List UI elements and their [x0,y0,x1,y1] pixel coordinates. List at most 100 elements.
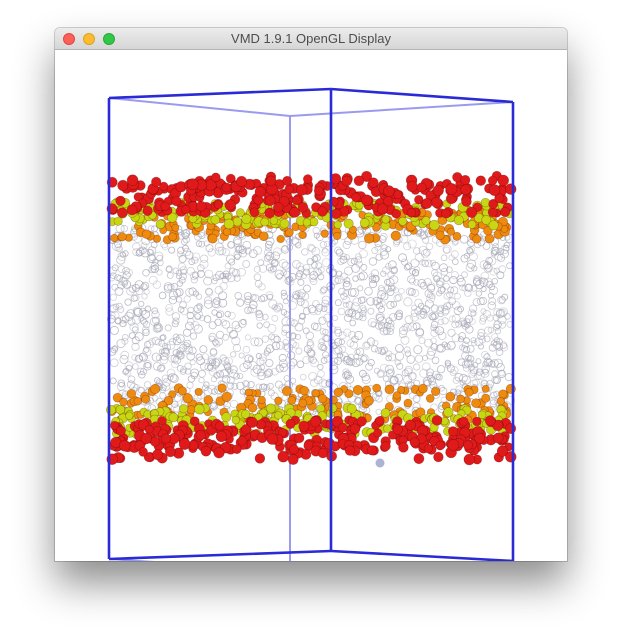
water-molecule [248,304,258,314]
phosphate-atom [445,391,456,402]
water-molecule [284,277,292,285]
water-molecule [249,300,258,310]
oxygen-atom [133,192,143,202]
oxygen-atom [500,206,511,218]
oxygen-atom [221,182,232,193]
water-molecule [265,344,275,353]
water-molecule [243,360,252,370]
phosphate-atom [397,385,406,394]
oxygen-atom [432,184,444,197]
water-molecule [214,285,224,295]
water-molecule [192,252,201,261]
oxygen-atom [366,445,378,456]
water-molecule [243,292,252,301]
water-molecule [492,243,500,250]
water-molecule [297,265,305,273]
water-molecule [124,268,133,277]
water-molecule [264,347,271,355]
zoom-window-icon[interactable] [103,33,115,45]
water-molecule [319,344,327,352]
water-molecule [152,316,161,325]
water-molecule [309,277,318,286]
water-molecule [377,290,386,300]
water-molecule [115,224,125,234]
oxygen-atom [416,182,427,193]
water-molecule [426,291,434,299]
water-molecule [449,369,457,376]
water-molecule [151,336,160,345]
molecular-scene[interactable] [55,50,567,561]
water-molecule [144,305,152,312]
water-molecule [385,369,394,378]
phosphate-atom [311,389,320,398]
water-molecule [154,377,161,384]
water-molecule [337,353,346,362]
water-molecule [232,343,242,353]
phosphate-atom [110,234,119,243]
water-molecule [468,304,478,313]
water-molecule [270,334,280,344]
water-molecule [306,348,315,357]
water-molecule [379,326,389,336]
oxygen-atom [458,416,469,427]
water-molecule [351,358,361,368]
water-molecule [467,308,476,317]
water-molecule [431,370,440,379]
nitrogen-atom [429,219,440,231]
water-molecule [176,347,184,355]
oxygen-atom [211,172,221,183]
water-molecule [116,274,124,282]
water-molecule [370,345,379,353]
water-molecule [386,327,394,336]
water-molecule [229,267,236,274]
water-molecule [395,344,404,353]
water-molecule [212,339,219,346]
water-molecule [235,244,245,253]
water-molecule [335,248,344,257]
water-molecule [309,271,319,280]
water-molecule [375,312,385,322]
water-molecule [491,333,499,341]
water-molecule [385,263,392,270]
water-molecule [479,317,487,325]
water-molecule [475,290,482,297]
opengl-canvas[interactable] [55,50,567,561]
close-window-icon[interactable] [63,33,75,45]
water-molecule [295,272,303,280]
phosphate-atom [333,387,343,397]
water-molecule [343,266,353,276]
water-molecule [141,326,150,334]
water-molecule [481,364,490,374]
oxygen-atom [140,432,152,445]
oxygen-atom [181,204,191,215]
water-molecule [274,380,283,389]
water-molecule [196,302,203,309]
water-molecule [122,250,129,257]
water-molecule [379,348,387,356]
water-molecule [215,246,225,256]
title-bar[interactable]: VMD 1.9.1 OpenGL Display [55,28,567,50]
minimize-window-icon[interactable] [83,33,95,45]
water-molecule [429,313,437,321]
oxygen-atom [484,415,496,427]
water-molecule [128,332,136,340]
water-molecule [354,396,363,406]
water-molecule [114,240,122,249]
window-title: VMD 1.9.1 OpenGL Display [231,31,391,46]
water-molecule [436,306,444,315]
phosphate-atom [258,231,269,241]
water-molecule [401,229,409,237]
water-molecule [156,379,163,387]
water-molecule [122,267,130,275]
water-molecule [400,258,409,266]
water-molecule [126,309,136,318]
water-molecule [426,283,436,293]
water-molecule [265,236,275,246]
oxygen-atom [224,199,236,211]
water-molecule [226,382,235,390]
water-molecule [190,276,198,284]
water-molecule [430,337,437,345]
water-molecule [263,254,271,262]
water-molecule [310,358,319,368]
water-molecule [350,302,360,312]
